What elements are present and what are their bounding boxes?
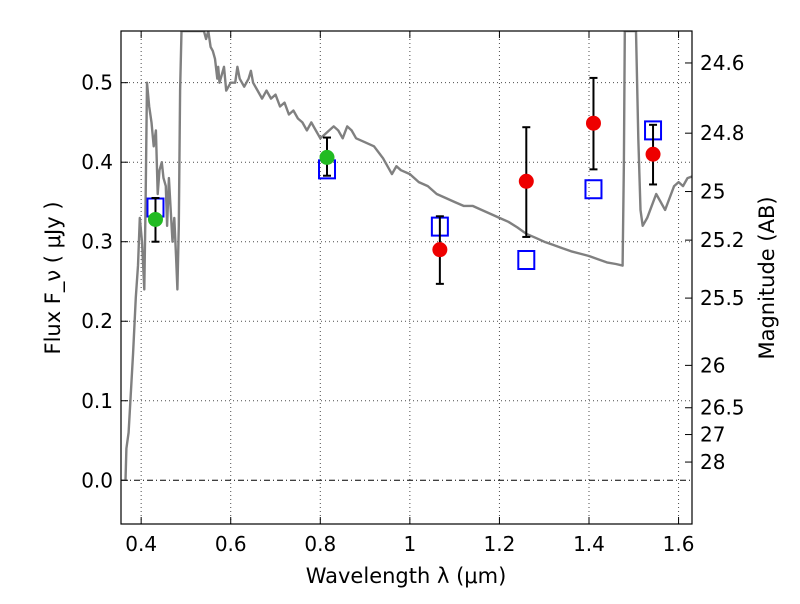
y-tick-label: 0.2 [81, 309, 113, 333]
red-data-point [645, 146, 661, 162]
magnitude-tick-label: 25 [700, 180, 725, 204]
magnitude-tick-label: 25.5 [700, 286, 745, 310]
y-tick-label: 0.3 [81, 230, 113, 254]
y-axis-title: Flux F_ν ( μJy ) [41, 201, 66, 354]
x-tick-label: 1.4 [573, 532, 605, 556]
y-tick-label: 0.1 [81, 389, 113, 413]
y-tick-label: 0.0 [81, 468, 113, 492]
model-photometry-point [584, 179, 603, 200]
y-tick-label: 0.4 [81, 150, 113, 174]
axis-ticks [121, 31, 692, 524]
x-axis-title: Wavelength λ (μm) [306, 564, 507, 588]
green-data-point [147, 211, 163, 227]
magnitude-tick-label: 26.5 [700, 396, 745, 420]
red-data-point [585, 115, 601, 131]
magnitude-tick-label: 26 [700, 353, 725, 377]
magnitude-tick-label: 28 [700, 450, 725, 474]
x-tick-label: 0.4 [125, 532, 157, 556]
y-tick-label: 0.5 [81, 71, 113, 95]
x-tick-label: 0.8 [304, 532, 336, 556]
red-data-point [432, 242, 448, 258]
magnitude-tick-label: 27 [700, 423, 725, 447]
model-photometry-point [517, 250, 536, 271]
tick-labels: 0.4 0.6 0.8 1 1.2 1.4 1.6 0.0 0.1 0.2 0.3 0.4 0.5 24.… [81, 51, 744, 556]
x-tick-label: 0.6 [215, 532, 247, 556]
x-tick-label: 1.6 [663, 532, 695, 556]
magnitude-axis-title: Magnitude (AB) [755, 196, 779, 359]
plot-frame [120, 30, 693, 525]
magnitude-tick-label: 25.2 [700, 228, 745, 252]
x-tick-label: 1.2 [484, 532, 516, 556]
data-layer [124, 31, 692, 481]
green-data-point [319, 149, 335, 165]
x-tick-label: 1 [403, 532, 416, 556]
red-data-point [518, 173, 534, 189]
magnitude-tick-label: 24.6 [700, 51, 745, 75]
model-spectrum-line [124, 31, 692, 481]
magnitude-tick-label: 24.8 [700, 121, 745, 145]
plot-background [121, 31, 692, 524]
